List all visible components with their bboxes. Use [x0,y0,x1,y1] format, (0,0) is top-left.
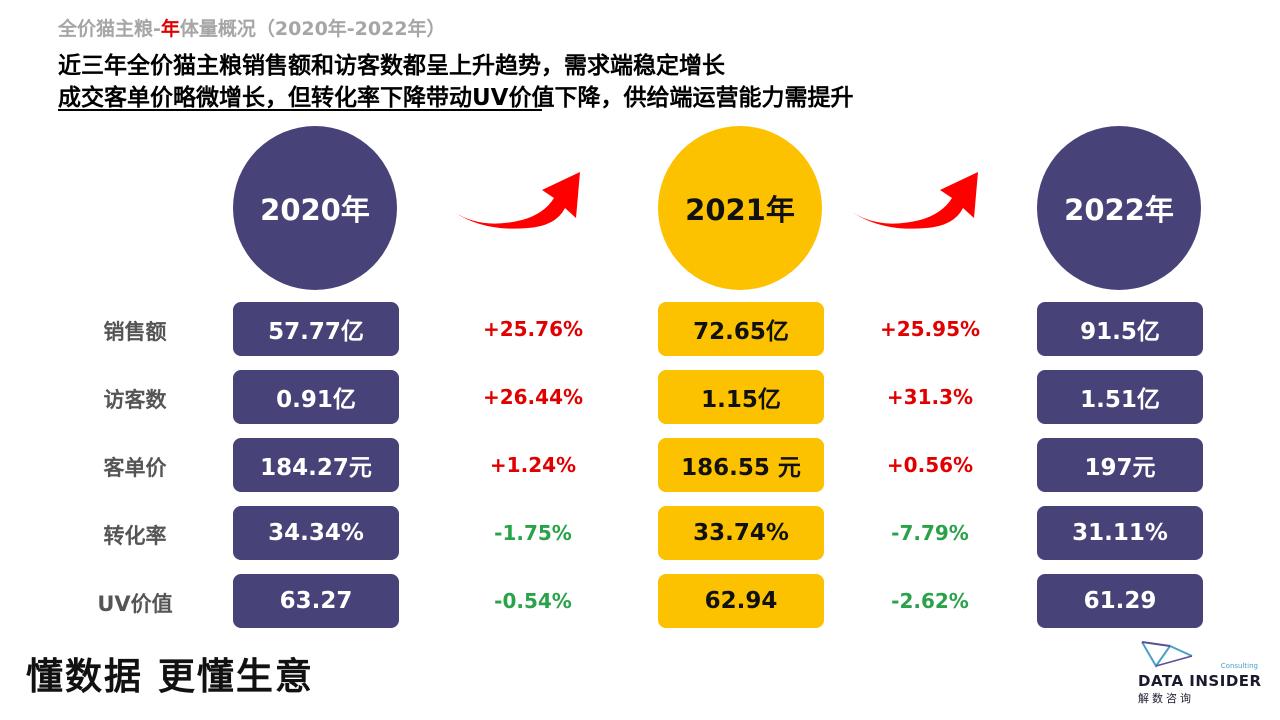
growth-arrow-icon-1 [454,172,580,229]
change-2022-visitors: +31.3% [886,385,974,409]
row-label-visitors: 访客数 [103,388,167,412]
value-2021-uv-value: 62.94 [658,574,824,628]
brand-logo: Consulting DATA INSIDER 解数咨询 [1132,636,1262,706]
year-circle-2021: 2021年 [658,126,822,290]
value-2020-avg-order: 184.27元 [233,438,399,492]
growth-arrow-icon-2 [852,172,978,229]
headline-demand: 近三年全价猫主粮销售额和访客数都呈上升趋势，需求端稳定增长 [58,53,725,79]
row-label-uv-value: UV价值 [97,592,173,616]
row-label-avg-order: 客单价 [103,456,167,480]
value-2021-visitors: 1.15亿 [658,370,824,424]
value-2021-conversion: 33.74% [658,506,824,560]
value-2021-avg-order: 186.55 元 [658,438,824,492]
year-circle-2020: 2020年 [233,126,397,290]
row-label-conversion: 转化率 [103,524,167,548]
subtitle-suffix: 体量概况（2020年-2022年） [179,18,446,40]
value-2022-avg-order: 197元 [1037,438,1203,492]
change-2021-sales: +25.76% [482,317,584,341]
change-2021-uv-value: -0.54% [494,589,572,613]
change-2021-conversion: -1.75% [494,521,572,545]
change-2021-avg-order: +1.24% [489,453,577,477]
value-2020-sales: 57.77亿 [233,302,399,356]
value-2020-uv-value: 63.27 [233,574,399,628]
logo-mark-icon [1141,641,1193,668]
subtitle-accent: 年 [160,18,180,40]
value-2022-uv-value: 61.29 [1037,574,1203,628]
logo-wordmark: DATA INSIDER [1138,672,1262,690]
change-2021-visitors: +26.44% [482,385,584,409]
logo-consulting-label: Consulting [1220,662,1258,670]
year-circle-2022: 2022年 [1037,126,1201,290]
logo-chinese-name: 解数咨询 [1138,692,1194,705]
row-label-sales: 销售额 [103,320,167,344]
value-2022-visitors: 1.51亿 [1037,370,1203,424]
change-2022-sales: +25.95% [879,317,981,341]
change-2022-uv-value: -2.62% [891,589,969,613]
page-subtitle: 全价猫主粮-年体量概况（2020年-2022年） [58,14,446,41]
value-2020-conversion: 34.34% [233,506,399,560]
change-2022-avg-order: +0.56% [886,453,974,477]
headline-underline [58,109,542,111]
change-2022-conversion: -7.79% [891,521,969,545]
subtitle-prefix: 全价猫主粮- [58,18,161,40]
value-2020-visitors: 0.91亿 [233,370,399,424]
value-2022-sales: 91.5亿 [1037,302,1203,356]
value-2021-sales: 72.65亿 [658,302,824,356]
value-2022-conversion: 31.11% [1037,506,1203,560]
headline-supply: 成交客单价略微增长，但转化率下降带动UV价值下降，供给端运营能力需提升 [58,85,854,111]
footer-slogan: 懂数据 更懂生意 [26,655,314,698]
